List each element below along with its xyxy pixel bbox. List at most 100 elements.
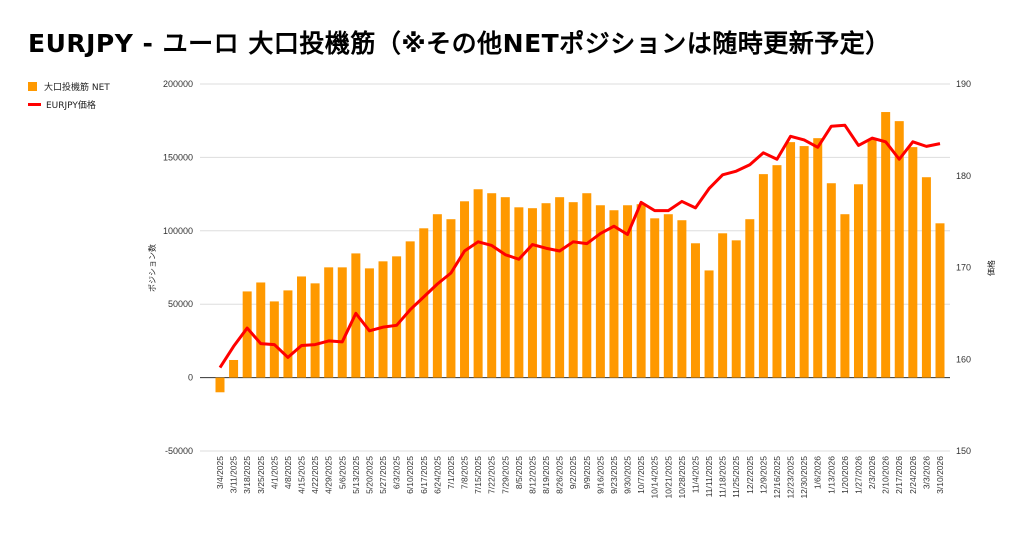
y-right-tick-label: 190 <box>956 79 971 89</box>
bar-net <box>704 270 714 378</box>
bar-net <box>813 138 823 378</box>
x-tick-label: 10/7/2025 <box>636 456 646 494</box>
y-right-tick-label: 160 <box>956 354 971 364</box>
bar-net <box>242 291 252 378</box>
x-tick-label: 7/1/2025 <box>446 456 456 489</box>
x-tick-label: 7/15/2025 <box>473 456 483 494</box>
bar-net <box>935 223 945 378</box>
bar-net <box>392 256 402 378</box>
legend-label-price: EURJPY価格 <box>46 101 96 111</box>
x-tick-label: 9/16/2025 <box>595 456 605 494</box>
x-tick-label: 6/24/2025 <box>432 456 442 494</box>
x-tick-label: 10/14/2025 <box>650 456 660 499</box>
x-tick-label: 5/20/2025 <box>364 456 374 494</box>
y-right-tick-label: 170 <box>956 263 971 273</box>
bar-net <box>908 147 918 378</box>
x-tick-label: 11/18/2025 <box>718 456 728 498</box>
bar-net <box>269 301 279 378</box>
bar-net <box>568 202 578 378</box>
bar-net <box>650 218 660 378</box>
x-tick-label: 1/13/2026 <box>826 456 836 494</box>
legend-label-net: 大口投機筋 NET <box>44 83 110 93</box>
bar-net <box>337 267 347 378</box>
bar-net <box>514 207 524 378</box>
x-tick-label: 2/24/2026 <box>908 456 918 494</box>
bar-net <box>799 146 809 378</box>
bar-net <box>745 219 755 378</box>
x-tick-label: 12/16/2025 <box>772 456 782 499</box>
x-tick-label: 9/30/2025 <box>623 456 633 494</box>
bar-net <box>663 214 673 378</box>
bar-net <box>677 220 687 378</box>
x-tick-label: 8/26/2025 <box>555 456 565 494</box>
x-tick-label: 3/18/2025 <box>242 456 252 494</box>
x-tick-label: 10/28/2025 <box>677 456 687 499</box>
y-right-tick-label: 180 <box>956 171 971 181</box>
x-tick-label: 2/17/2026 <box>894 456 904 494</box>
bar-net <box>758 174 768 378</box>
x-tick-label: 12/30/2025 <box>799 456 809 499</box>
x-tick-label: 4/1/2025 <box>269 456 279 489</box>
x-tick-label: 11/25/2025 <box>731 456 741 498</box>
x-tick-label: 4/29/2025 <box>324 456 334 494</box>
legend-bar-swatch <box>28 82 37 91</box>
bar-net <box>555 197 565 378</box>
bar-net <box>595 205 605 378</box>
bar-net <box>487 193 497 378</box>
y-left-tick-label: 50000 <box>168 299 193 309</box>
bar-net <box>460 201 470 378</box>
x-tick-label: 12/9/2025 <box>758 456 768 494</box>
x-tick-label: 9/9/2025 <box>582 456 592 489</box>
bar-net <box>310 283 320 378</box>
x-tick-label: 7/29/2025 <box>500 456 510 494</box>
x-tick-label: 5/27/2025 <box>378 456 388 494</box>
price-line <box>218 123 941 369</box>
x-tick-label: 6/3/2025 <box>392 456 402 489</box>
x-tick-label: 7/22/2025 <box>487 456 497 494</box>
bar-net <box>446 219 456 378</box>
bar-net <box>772 165 782 378</box>
x-tick-label: 4/15/2025 <box>297 456 307 494</box>
y-left-tick-label: -50000 <box>165 446 193 456</box>
y-right-axis-label: 価格 <box>986 260 996 276</box>
bar-net <box>881 112 891 378</box>
bar-net <box>215 377 225 393</box>
bar-net <box>636 204 646 378</box>
bar-net <box>229 359 239 378</box>
x-tick-label: 6/17/2025 <box>419 456 429 494</box>
x-tick-label: 9/2/2025 <box>568 456 578 489</box>
x-tick-label: 5/6/2025 <box>337 456 347 489</box>
x-tick-label: 8/19/2025 <box>541 456 551 494</box>
x-tick-label: 9/23/2025 <box>609 456 619 494</box>
bar-net <box>582 193 592 378</box>
x-tick-label: 1/6/2026 <box>813 456 823 489</box>
bar-net <box>297 276 307 378</box>
x-tick-label: 11/4/2025 <box>690 456 700 493</box>
legend-line-swatch <box>28 103 41 106</box>
bar-net <box>541 203 551 378</box>
x-tick-label: 4/8/2025 <box>283 456 293 489</box>
legend-item-price: EURJPY価格 <box>28 98 96 111</box>
bar-net <box>283 290 293 378</box>
x-tick-label: 3/11/2025 <box>229 456 239 493</box>
y-left-axis-label: ポジション数 <box>147 244 157 292</box>
x-tick-label: 12/23/2025 <box>786 456 796 499</box>
y-right-tick-label: 150 <box>956 446 971 456</box>
bar-net <box>840 214 850 378</box>
bar-net <box>826 183 836 378</box>
x-tick-label: 8/5/2025 <box>514 456 524 489</box>
bar-net <box>473 189 483 378</box>
x-tick-label: 1/27/2026 <box>853 456 863 494</box>
x-tick-label: 3/25/2025 <box>256 456 266 494</box>
bar-net <box>921 177 931 378</box>
bar-net <box>894 121 904 378</box>
x-tick-label: 3/3/2026 <box>921 456 931 489</box>
x-tick-label: 1/20/2026 <box>840 456 850 494</box>
x-tick-label: 4/22/2025 <box>310 456 320 494</box>
bar-net <box>500 197 510 378</box>
x-tick-label: 7/8/2025 <box>460 456 470 489</box>
bar-net <box>364 268 374 378</box>
chart-title: EURJPY - ユーロ 大口投機筋（※その他NETポジションは随時更新予定） <box>28 29 891 58</box>
